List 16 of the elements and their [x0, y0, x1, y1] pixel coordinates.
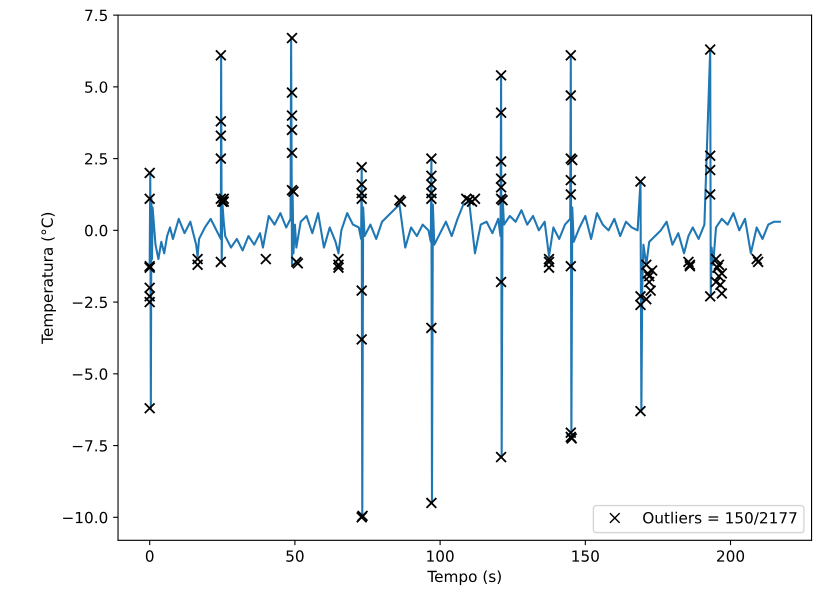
- y-tick-label: −5.0: [72, 368, 108, 380]
- y-tick-label: 0.0: [85, 224, 108, 236]
- x-tick-label: 50: [286, 550, 304, 562]
- y-tick-label: −2.5: [72, 296, 107, 308]
- x-tick-label: 100: [427, 550, 454, 562]
- x-tick-label: 200: [717, 550, 744, 562]
- y-tick-label: −7.5: [72, 440, 107, 452]
- x-axis-title: Tempo (s): [427, 570, 501, 586]
- y-tick-label: 7.5: [85, 10, 107, 22]
- y-tick-label: −10.0: [63, 512, 108, 524]
- legend-label: Outliers = 150/2177: [643, 512, 797, 525]
- y-tick-label: 2.5: [85, 153, 107, 165]
- y-axis-title: Temperatura (°C): [41, 212, 56, 344]
- x-tick-label: 0: [146, 550, 154, 562]
- x-tick-label: 150: [572, 550, 599, 562]
- y-tick-label: 5.0: [85, 81, 108, 93]
